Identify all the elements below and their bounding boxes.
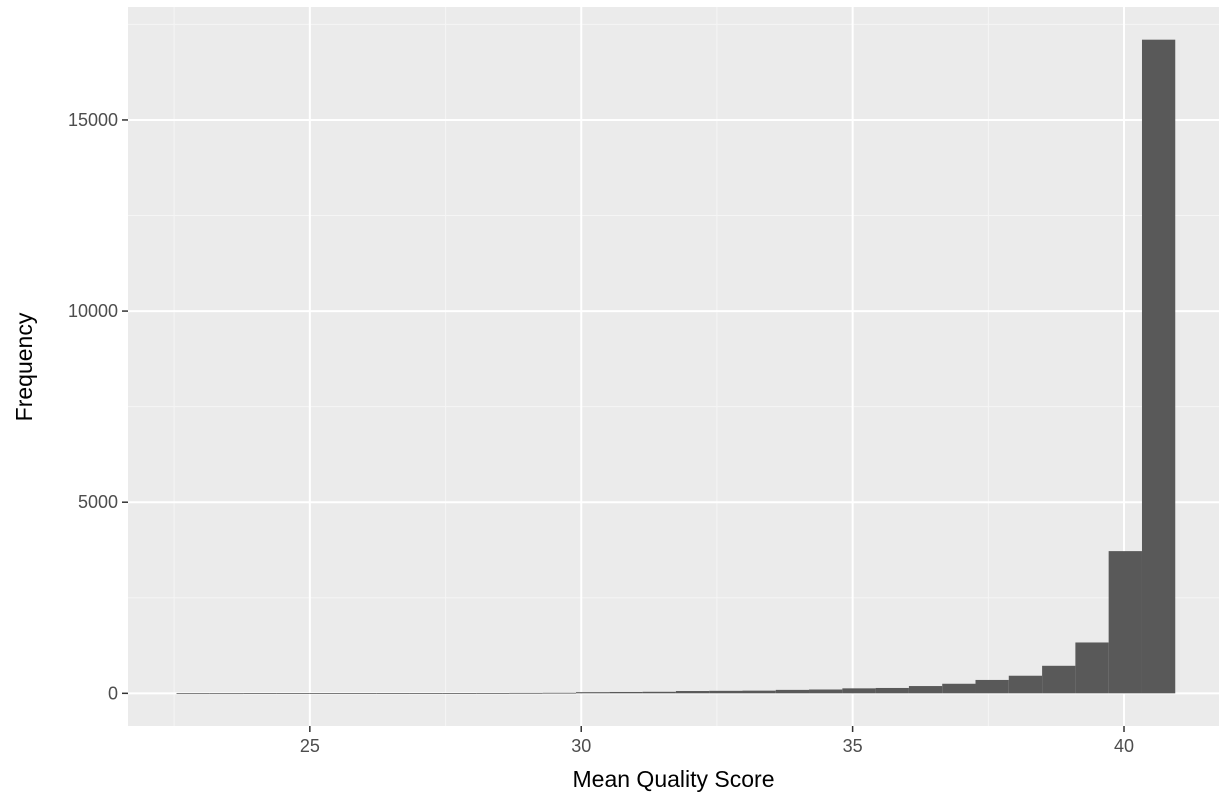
histogram-bar <box>975 679 1009 694</box>
x-axis-title: Mean Quality Score <box>573 766 775 792</box>
x-tick-label: 25 <box>300 736 320 756</box>
histogram-bar <box>442 693 477 694</box>
x-axis: 25 30 35 40 <box>300 726 1134 756</box>
histogram-bar <box>675 691 710 694</box>
histogram-bar <box>809 689 843 694</box>
x-tick-label: 35 <box>843 736 863 756</box>
x-tick-label: 30 <box>571 736 591 756</box>
y-tick-label: 5000 <box>78 492 118 512</box>
histogram-bar <box>309 693 343 694</box>
histogram-bar <box>609 691 643 694</box>
histogram-bar <box>1075 642 1109 694</box>
x-tick-label: 40 <box>1114 736 1134 756</box>
histogram-bar <box>742 690 776 694</box>
y-tick-label: 10000 <box>68 301 118 321</box>
histogram-bar <box>1008 675 1043 694</box>
y-axis: 0 5000 10000 15000 <box>68 110 128 703</box>
histogram-bar <box>1042 665 1076 694</box>
histogram-bar <box>875 687 909 694</box>
histogram-bar <box>1141 39 1176 694</box>
histogram-bar <box>542 692 577 694</box>
histogram-bar <box>775 689 810 694</box>
histogram-bar <box>376 693 410 694</box>
histogram-bar <box>576 692 610 694</box>
y-tick-label: 15000 <box>68 110 118 130</box>
histogram-bar <box>908 686 943 694</box>
y-tick-label: 0 <box>108 683 118 703</box>
plot-panel <box>128 7 1219 726</box>
histogram-bars <box>176 39 1176 695</box>
histogram-bar <box>842 688 876 694</box>
histogram-bar <box>276 693 310 695</box>
histogram-bar <box>243 693 277 695</box>
histogram-bar <box>409 693 443 694</box>
histogram-bar <box>642 691 676 694</box>
histogram-bar <box>509 692 543 694</box>
histogram-bar <box>209 693 244 695</box>
histogram-bar <box>476 692 510 694</box>
histogram-bar <box>176 693 210 695</box>
histogram-bar <box>942 683 976 694</box>
histogram-bar <box>1108 551 1142 694</box>
histogram-bar <box>709 690 743 694</box>
y-axis-title: Frequency <box>11 312 37 421</box>
histogram-bar <box>342 693 377 694</box>
